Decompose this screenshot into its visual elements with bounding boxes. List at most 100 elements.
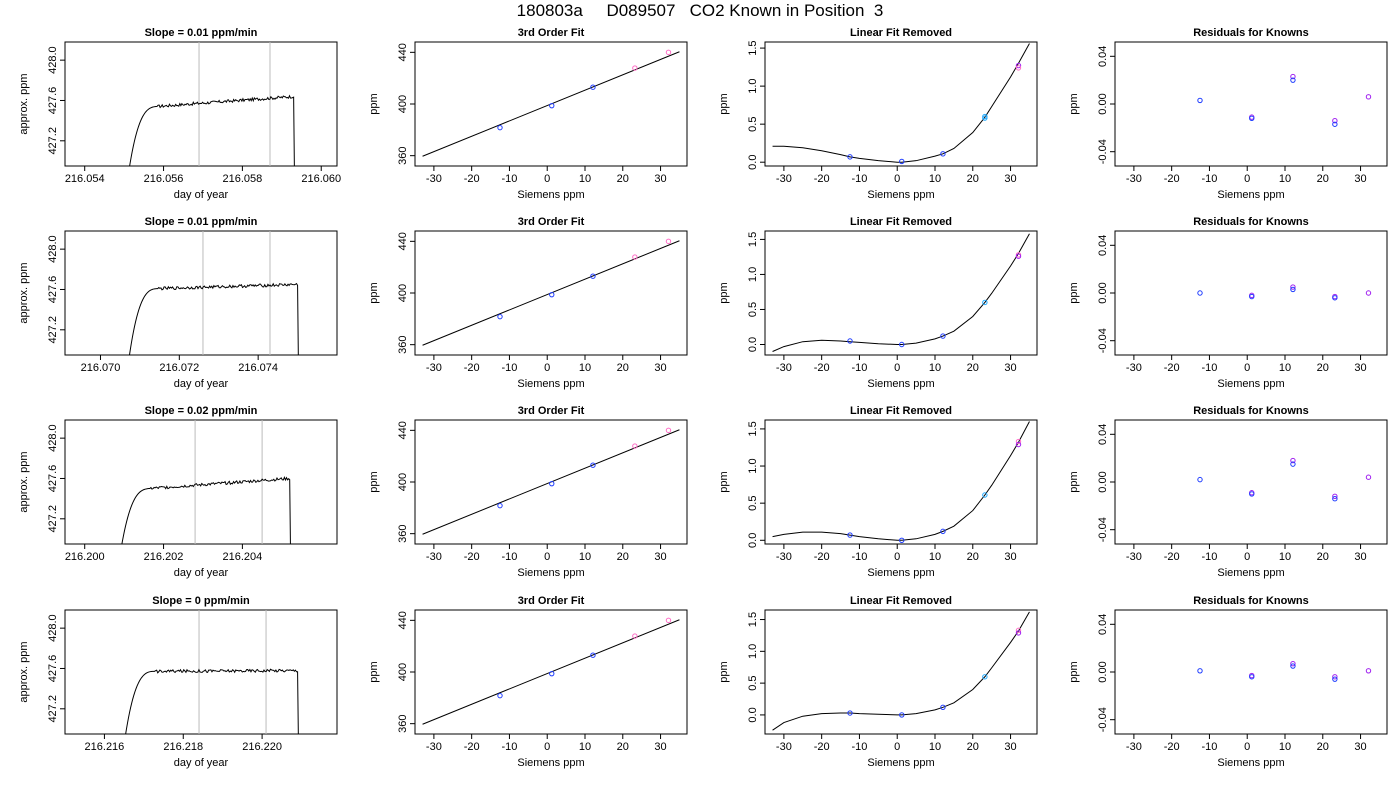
x-axis-label: Siemens ppm [1217, 378, 1284, 390]
x-tick-label: 0 [544, 741, 550, 753]
plot-area [125, 610, 299, 734]
data-point [1290, 284, 1296, 290]
data-point [665, 427, 672, 434]
x-tick-label: -20 [1164, 362, 1180, 374]
x-tick-label: 20 [1317, 362, 1329, 374]
x-tick-label: 30 [654, 551, 666, 563]
x-tick-label: -30 [776, 173, 792, 185]
x-tick-label: 10 [579, 551, 591, 563]
x-tick-label: 20 [617, 173, 629, 185]
x-tick-label: 20 [1317, 551, 1329, 563]
plot-frame [64, 419, 338, 545]
chart-panel: Slope = 0.01 ppm/min 216.054 216.056 216.05… [0, 22, 345, 211]
data-point [632, 443, 638, 449]
data-point [1290, 286, 1296, 293]
chart-title: Residuals for Knowns [1193, 27, 1309, 39]
x-tick-label: -20 [814, 551, 830, 563]
y-tick-label: -0.04 [1097, 328, 1109, 353]
data-point [1332, 295, 1338, 301]
plot-frame [764, 609, 1038, 735]
plot-frame [764, 419, 1038, 545]
x-tick-label: 20 [1317, 741, 1329, 753]
x-tick-label: 0 [894, 551, 900, 563]
y-tick-label: 0.00 [1097, 661, 1109, 682]
y-axis-label: ppm [1068, 282, 1080, 303]
chart-title: Linear Fit Removed [850, 405, 952, 417]
chart-title: Slope = 0 ppm/min [152, 595, 250, 607]
chart-title: Slope = 0.02 ppm/min [145, 405, 258, 417]
x-axis-label: Siemens ppm [867, 189, 934, 201]
plot-area [772, 611, 1030, 731]
chart-svg: Linear Fit Removed -30 -20 -10 0 10 20 30 0.0 0.5… [718, 405, 1038, 579]
plot-area [772, 43, 1030, 165]
x-tick-label: 0 [1244, 173, 1250, 185]
x-tick-label: -10 [851, 741, 867, 753]
x-tick-label: 216.216 [85, 741, 125, 753]
chart-panel: Linear Fit Removed -30 -20 -10 0 10 20 30 0.0 0.5… [700, 22, 1045, 211]
y-tick-label: -0.04 [1097, 517, 1109, 542]
chart-title: 3rd Order Fit [518, 216, 585, 228]
x-tick-label: -20 [464, 551, 480, 563]
data-point [549, 102, 555, 109]
x-tick-label: -10 [1201, 551, 1217, 563]
y-axis-label: ppm [718, 471, 730, 492]
chart-svg: 3rd Order Fit -30 -20 -10 0 10 20 30 360 400 440 Si… [368, 405, 688, 579]
data-point [1015, 441, 1022, 448]
y-tick-label: 1.5 [747, 40, 759, 55]
chart-panel: Linear Fit Removed -30 -20 -10 0 10 20 30 0.0 0.5… [700, 590, 1045, 779]
chart-svg: Slope = 0.01 ppm/min 216.054 216.056 216.05… [18, 27, 341, 201]
x-tick-label: 20 [617, 362, 629, 374]
y-axis-label: ppm [368, 282, 380, 303]
x-tick-label: -10 [851, 551, 867, 563]
x-tick-label: 30 [1004, 362, 1016, 374]
time-series-line [125, 668, 299, 734]
x-tick-label: -30 [426, 173, 442, 185]
chart-panel: 3rd Order Fit -30 -20 -10 0 10 20 30 360 400 440 Si… [350, 22, 695, 211]
data-point [497, 502, 503, 509]
y-tick-label: 400 [397, 284, 409, 302]
plot-frame [1114, 609, 1388, 735]
y-tick-label: 440 [397, 43, 409, 61]
x-tick-label: 0 [1244, 362, 1250, 374]
x-tick-label: 216.054 [65, 173, 105, 185]
data-point [590, 84, 596, 90]
y-axis-label: approx. ppm [18, 73, 30, 134]
x-tick-label: -10 [501, 362, 517, 374]
x-tick-label: -30 [1126, 173, 1142, 185]
data-point [940, 528, 946, 535]
x-tick-label: 10 [929, 551, 941, 563]
x-tick-label: 30 [1354, 741, 1366, 753]
data-point [1290, 660, 1296, 667]
chart-panel: Residuals for Knowns -30 -20 -10 0 10 20 30 -0.0… [1050, 22, 1395, 211]
x-axis-label: Siemens ppm [867, 378, 934, 390]
y-axis-label: ppm [368, 661, 380, 682]
y-axis-label: ppm [368, 471, 380, 492]
y-axis-label: ppm [1068, 93, 1080, 114]
chart-svg: Slope = 0.01 ppm/min 216.070 216.072 216.07… [18, 216, 338, 390]
y-tick-label: 428.0 [47, 235, 59, 263]
chart-panel: Residuals for Knowns -30 -20 -10 0 10 20 30 -0.0… [1050, 211, 1395, 400]
x-tick-label: 30 [1004, 173, 1016, 185]
data-point [940, 704, 946, 710]
data-point [899, 537, 905, 543]
y-tick-label: 0.0 [747, 533, 759, 548]
x-tick-label: -10 [1201, 173, 1217, 185]
data-point [1015, 65, 1022, 71]
x-tick-label: -30 [1126, 551, 1142, 563]
x-tick-label: 30 [1354, 551, 1366, 563]
data-point [1290, 457, 1296, 464]
chart-svg: 3rd Order Fit -30 -20 -10 0 10 20 30 360 400 440 Si… [368, 595, 688, 769]
data-point [549, 670, 555, 677]
y-axis-label: approx. ppm [18, 262, 30, 323]
x-tick-label: 20 [617, 741, 629, 753]
data-point [497, 692, 503, 699]
y-tick-label: 427.2 [47, 695, 59, 723]
x-tick-label: 216.218 [163, 741, 203, 753]
chart-title: Residuals for Knowns [1193, 216, 1309, 228]
data-point [899, 712, 905, 718]
y-tick-label: 440 [397, 421, 409, 439]
chart-title: Linear Fit Removed [850, 595, 952, 607]
data-point [549, 480, 555, 487]
x-tick-label: -30 [776, 362, 792, 374]
plot-area [772, 233, 1030, 352]
